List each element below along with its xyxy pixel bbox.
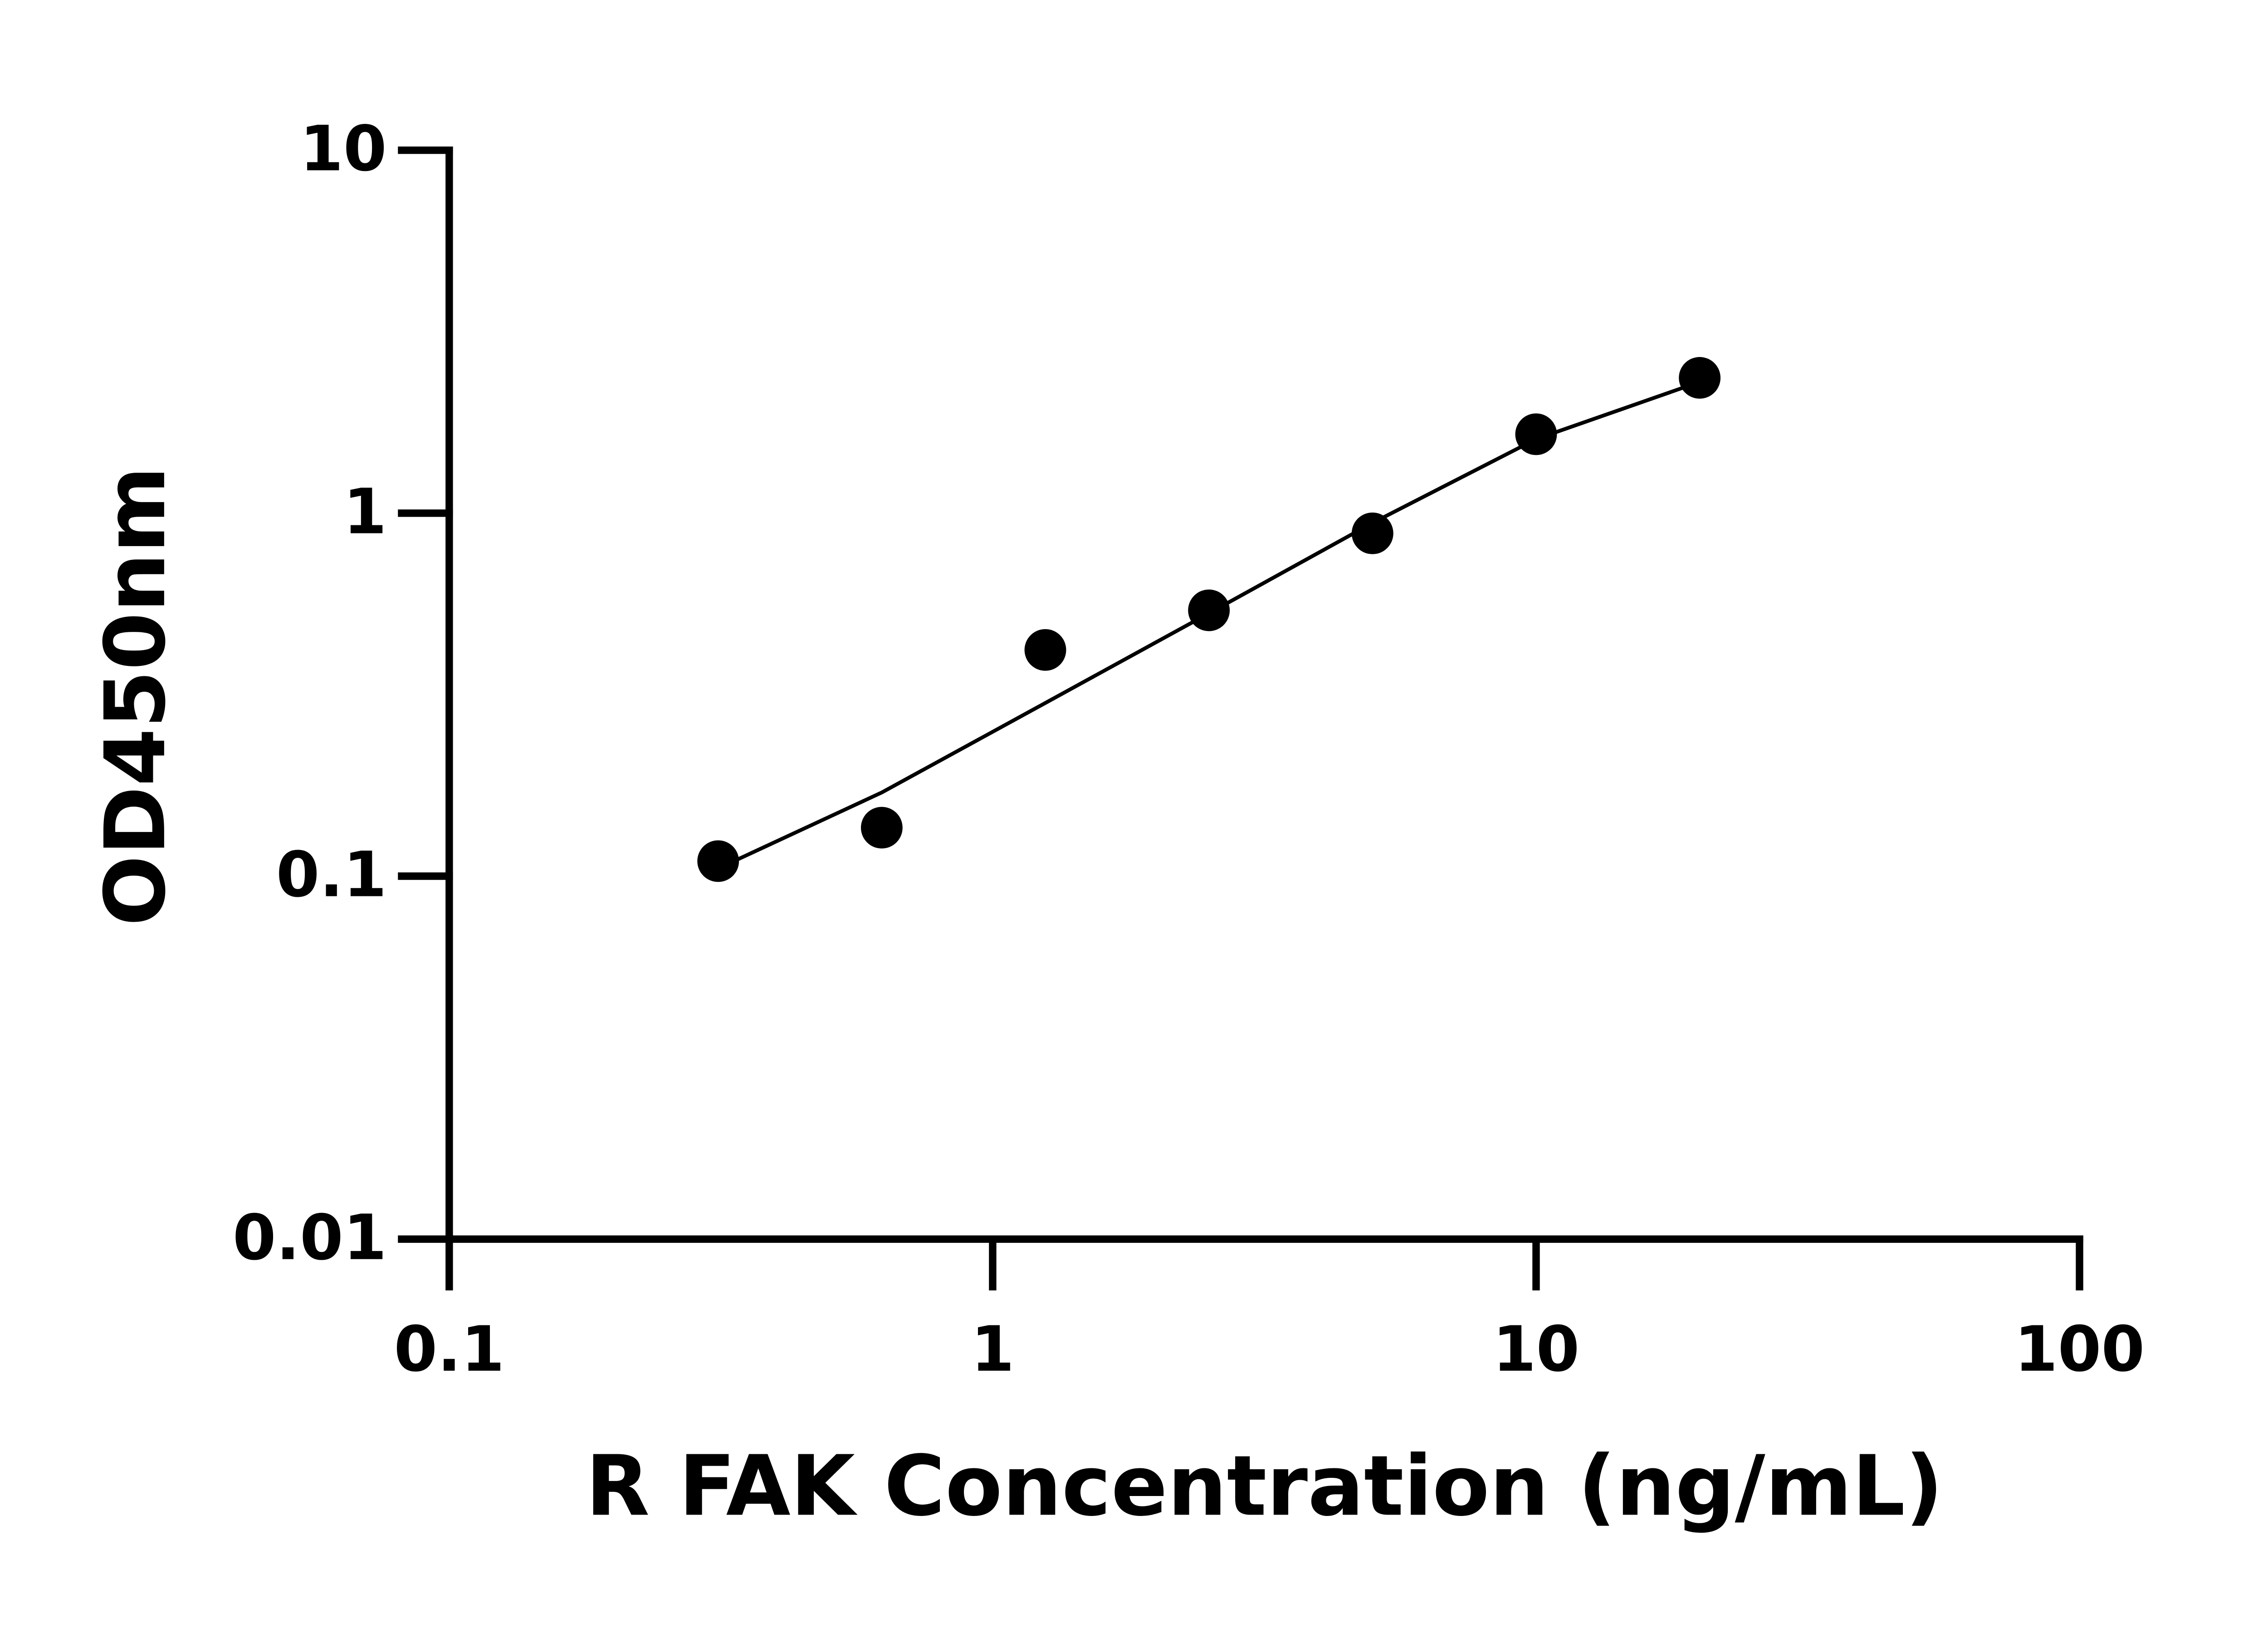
y-tick-label: 0.1 <box>276 839 387 911</box>
y-axis-title: OD450nm <box>88 466 184 926</box>
x-tick-label: 1 <box>971 1313 1015 1386</box>
data-point <box>1188 589 1230 631</box>
y-tick-label: 1 <box>343 476 387 548</box>
data-point <box>1351 512 1393 554</box>
y-tick-label: 0.01 <box>233 1202 387 1274</box>
y-tick-label: 10 <box>300 112 387 185</box>
x-tick-label: 10 <box>1493 1313 1580 1386</box>
x-tick-label: 0.1 <box>394 1313 504 1386</box>
data-point <box>1679 357 1721 399</box>
data-point <box>1515 413 1557 455</box>
data-point <box>860 807 903 849</box>
data-point <box>697 840 739 882</box>
x-tick-label: 100 <box>2014 1313 2145 1386</box>
x-axis-title: R FAK Concentration (ng/mL) <box>586 1438 1943 1535</box>
data-point <box>1024 629 1066 671</box>
